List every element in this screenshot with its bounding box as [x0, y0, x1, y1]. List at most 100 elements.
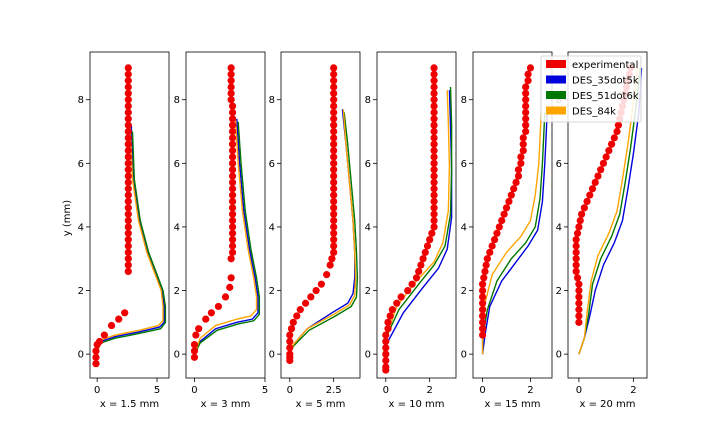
y-tick-label: 4	[174, 222, 180, 233]
y-tick-label: 8	[365, 95, 371, 106]
experimental-point	[572, 242, 580, 250]
experimental-point	[330, 236, 338, 244]
experimental-point	[124, 216, 132, 225]
axes-frame	[567, 51, 648, 379]
experimental-point	[613, 127, 621, 136]
experimental-point	[330, 83, 338, 91]
experimental-points	[382, 64, 438, 374]
series-line-des-84k	[289, 109, 357, 355]
experimental-point	[228, 191, 237, 199]
experimental-point	[573, 229, 582, 237]
experimental-point	[124, 121, 132, 129]
experimental-point	[289, 318, 297, 326]
experimental-point	[330, 216, 338, 225]
series-line-des-84k	[193, 118, 258, 355]
experimental-point	[423, 242, 432, 250]
experimental-point	[227, 77, 235, 85]
experimental-point	[575, 286, 583, 295]
experimental-point	[430, 178, 438, 186]
experimental-point	[296, 306, 304, 314]
experimental-point	[572, 261, 580, 269]
experimental-point	[522, 121, 530, 129]
experimental-point	[124, 140, 132, 148]
experimental-point	[430, 166, 438, 174]
experimental-point	[92, 360, 100, 368]
series-line-des-84k	[481, 112, 542, 355]
series-line-des-84k	[96, 125, 164, 352]
y-tick-label: 8	[78, 95, 84, 106]
experimental-point	[478, 312, 487, 320]
experimental-point	[430, 108, 438, 117]
experimental-point	[124, 236, 132, 244]
experimental-point	[228, 108, 237, 117]
series-line-des-35dot5k	[193, 118, 259, 355]
experimental-point	[430, 197, 438, 206]
experimental-point	[124, 83, 132, 91]
experimental-point	[330, 242, 338, 250]
experimental-point	[190, 353, 199, 361]
experimental-point	[330, 185, 338, 193]
axes-frame	[472, 51, 553, 379]
experimental-point	[478, 318, 487, 326]
y-tick-label: 6	[78, 159, 84, 170]
experimental-point	[317, 280, 325, 288]
experimental-point	[330, 210, 338, 218]
y-tick-label: 0	[556, 350, 562, 361]
experimental-point	[286, 356, 294, 365]
experimental-point	[124, 77, 132, 85]
experimental-point	[430, 64, 438, 72]
experimental-point	[124, 172, 132, 180]
experimental-point	[386, 312, 394, 320]
experimental-point	[478, 299, 487, 307]
experimental-point	[190, 341, 199, 349]
experimental-point	[227, 274, 235, 282]
experimental-point	[228, 204, 237, 212]
experimental-point	[228, 121, 237, 129]
experimental-point	[228, 127, 237, 136]
experimental-point	[228, 216, 237, 225]
experimental-point	[330, 159, 338, 167]
experimental-point	[384, 325, 392, 333]
experimental-point	[388, 306, 396, 314]
experimental-point	[591, 178, 599, 186]
x-tick-label: 2	[426, 385, 432, 396]
y-tick-label: 8	[174, 95, 180, 106]
experimental-point	[382, 331, 390, 339]
y-tick-label: 0	[78, 350, 84, 361]
axes-frame	[89, 51, 170, 379]
series-line-des-84k	[578, 67, 639, 355]
experimental-point	[124, 127, 132, 136]
experimental-point	[190, 347, 199, 355]
legend-box	[540, 55, 642, 123]
experimental-point	[124, 108, 132, 117]
experimental-point	[478, 293, 487, 301]
experimental-point	[412, 274, 421, 282]
experimental-point	[195, 325, 203, 333]
experimental-point	[500, 210, 508, 218]
experimental-point	[517, 153, 525, 161]
experimental-point	[430, 159, 438, 167]
experimental-point	[522, 108, 530, 117]
axes-frame	[185, 51, 266, 379]
experimental-point	[430, 121, 438, 129]
experimental-point	[227, 255, 235, 263]
experimental-point	[227, 89, 235, 97]
experimental-point	[498, 216, 506, 225]
experimental-point	[583, 197, 591, 206]
experimental-point	[124, 147, 132, 155]
experimental-point	[221, 293, 230, 301]
experimental-points	[478, 64, 535, 339]
x-tick-label: 0	[383, 385, 389, 396]
series-line-des-51dot6k	[289, 112, 359, 355]
experimental-point	[228, 166, 237, 174]
experimental-point	[286, 331, 294, 339]
experimental-point	[124, 255, 132, 263]
experimental-point	[430, 89, 438, 97]
y-tick-label: 6	[365, 159, 371, 170]
experimental-point	[575, 312, 583, 320]
experimental-point	[330, 204, 338, 212]
experimental-point	[330, 127, 338, 136]
experimental-point	[430, 134, 438, 142]
experimental-point	[124, 185, 132, 193]
experimental-point	[382, 337, 390, 346]
